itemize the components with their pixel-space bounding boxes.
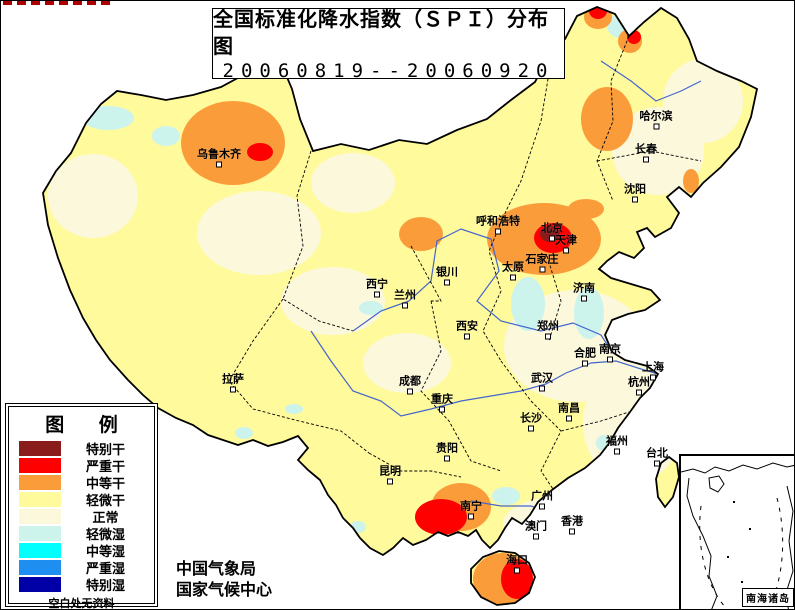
inset-label: 南海诸岛 xyxy=(742,588,794,607)
map-title-box: 全国标准化降水指数（ＳＰＩ）分布图 20060819--20060920 xyxy=(212,6,565,82)
legend-footnote: 空白处无资料 xyxy=(48,597,115,610)
legend-label: 中等干 xyxy=(85,477,125,492)
legend-swatch xyxy=(19,458,61,473)
legend-swatch xyxy=(19,526,61,541)
legend-item: 正常 xyxy=(13,508,150,526)
legend-label: 正常 xyxy=(92,511,119,526)
legend-item: 中等干 xyxy=(13,474,150,492)
cropped-watermark xyxy=(3,1,111,5)
rivers xyxy=(310,60,702,512)
legend-item: 轻微湿 xyxy=(13,525,150,543)
legend-item: 严重干 xyxy=(13,457,150,475)
legend-item: 严重湿 xyxy=(13,559,150,577)
legend-item: 轻微干 xyxy=(13,491,150,509)
legend-item: 特别干 xyxy=(13,440,150,458)
legend-inner: 图 例 特别干严重干中等干轻微干正常轻微湿中等湿严重湿特别湿 空白处无资料 xyxy=(8,406,155,609)
legend-rows: 特别干严重干中等干轻微干正常轻微湿中等湿严重湿特别湿 xyxy=(13,440,150,594)
legend-box: 图 例 特别干严重干中等干轻微干正常轻微湿中等湿严重湿特别湿 空白处无资料 xyxy=(5,403,158,609)
legend-label: 严重干 xyxy=(85,460,125,475)
map-title: 全国标准化降水指数（ＳＰＩ）分布图 xyxy=(213,6,549,58)
agency-credit: 中国气象局 国家气候中心 xyxy=(176,559,272,601)
legend-label: 严重湿 xyxy=(85,562,125,577)
south-china-sea-inset: 南海诸岛 xyxy=(679,454,794,609)
national-outline xyxy=(42,6,759,606)
legend-swatch xyxy=(19,577,61,592)
legend-label: 中等湿 xyxy=(85,545,125,560)
legend-label: 轻微湿 xyxy=(85,528,125,543)
center-name: 国家气候中心 xyxy=(176,579,273,599)
legend-swatch xyxy=(19,560,61,575)
agency-name: 中国气象局 xyxy=(176,559,257,578)
legend-label: 特别湿 xyxy=(85,579,125,594)
legend-swatch xyxy=(19,441,61,456)
province-borders xyxy=(228,35,702,502)
legend-label: 轻微干 xyxy=(85,494,125,509)
map-date-range: 20060819--20060920 xyxy=(222,59,555,82)
legend-title: 图 例 xyxy=(45,414,132,436)
legend-swatch xyxy=(19,509,61,524)
inset-coastlines xyxy=(681,462,794,609)
legend-item: 特别湿 xyxy=(13,576,150,594)
legend-swatch xyxy=(19,543,61,558)
legend-item: 中等湿 xyxy=(13,542,150,560)
legend-label: 特别干 xyxy=(85,443,125,458)
extreme-dry-patches xyxy=(540,226,560,242)
legend-swatch xyxy=(19,492,61,507)
legend-swatch xyxy=(19,475,61,490)
